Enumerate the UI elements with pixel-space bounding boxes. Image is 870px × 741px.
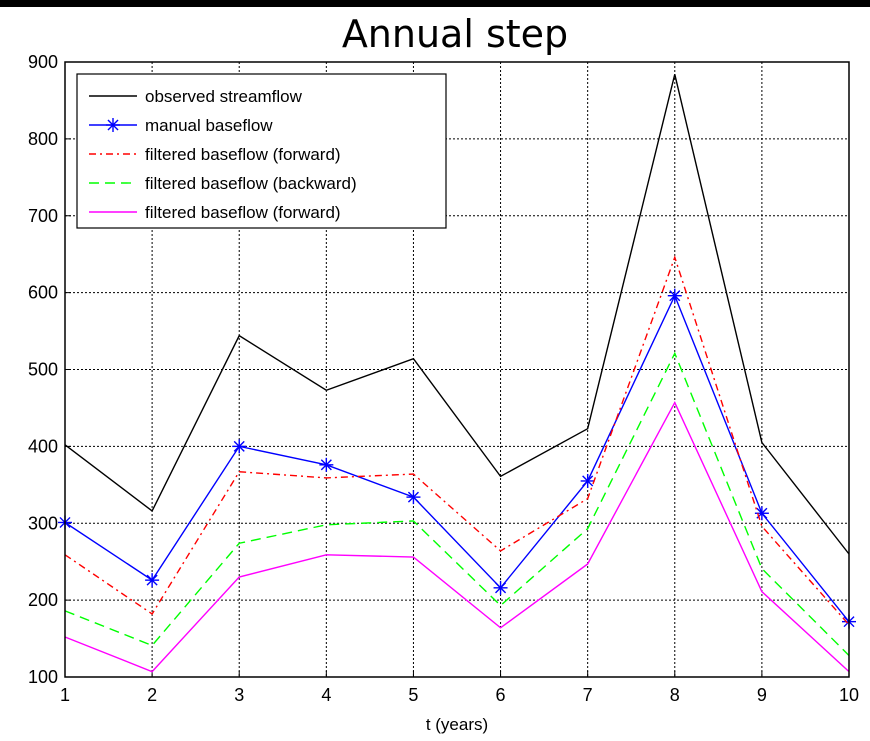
y-tick-label: 800	[28, 129, 58, 149]
legend-label: filtered baseflow (forward)	[145, 145, 341, 164]
x-axis-label: t (years)	[426, 715, 488, 734]
star-marker	[145, 573, 160, 588]
series-line-1	[64, 293, 850, 623]
star-marker	[580, 473, 595, 488]
plot-frame	[64, 61, 850, 678]
star-marker	[406, 490, 421, 505]
x-tick-label: 5	[408, 685, 418, 705]
x-tick-label: 6	[496, 685, 506, 705]
y-tick-label: 700	[28, 206, 58, 226]
y-tick-label: 200	[28, 590, 58, 610]
legend-label: manual baseflow	[145, 116, 273, 135]
legend-label: filtered baseflow (forward)	[145, 203, 341, 222]
x-tick-label: 8	[670, 685, 680, 705]
star-marker	[493, 580, 508, 595]
x-tick-label: 3	[234, 685, 244, 705]
series-lines	[58, 74, 856, 673]
chart-title: Annual step	[342, 12, 568, 56]
series-line-0	[64, 74, 850, 555]
star-marker	[106, 118, 120, 132]
series-line-3	[64, 351, 850, 656]
legend-label: observed streamflow	[145, 87, 303, 106]
star-marker	[754, 506, 769, 521]
star-marker	[667, 288, 682, 303]
legend-box	[76, 73, 447, 229]
y-tick-label: 400	[28, 436, 58, 456]
star-marker	[232, 439, 247, 454]
series-line-4	[64, 400, 850, 673]
legend: observed streamflow manual baseflow filter…	[76, 73, 447, 229]
y-tick-label: 300	[28, 513, 58, 533]
y-tick-label: 100	[28, 667, 58, 687]
star-marker	[319, 457, 334, 472]
legend-label: filtered baseflow (backward)	[145, 174, 357, 193]
axis-ticks: 1 2 3 4 5 6 7 8 9 10 100 200 300 400 500 600 700 800 900	[28, 52, 859, 705]
top-border-bar	[0, 0, 870, 7]
series-line-2	[64, 255, 850, 626]
y-tick-label: 600	[28, 283, 58, 303]
x-tick-label: 4	[321, 685, 331, 705]
x-tick-label: 1	[60, 685, 70, 705]
x-tick-label: 10	[839, 685, 859, 705]
x-tick-label: 7	[583, 685, 593, 705]
y-tick-label: 500	[28, 360, 58, 380]
y-tick-label: 900	[28, 52, 58, 72]
x-tick-label: 9	[757, 685, 767, 705]
x-tick-label: 2	[147, 685, 157, 705]
